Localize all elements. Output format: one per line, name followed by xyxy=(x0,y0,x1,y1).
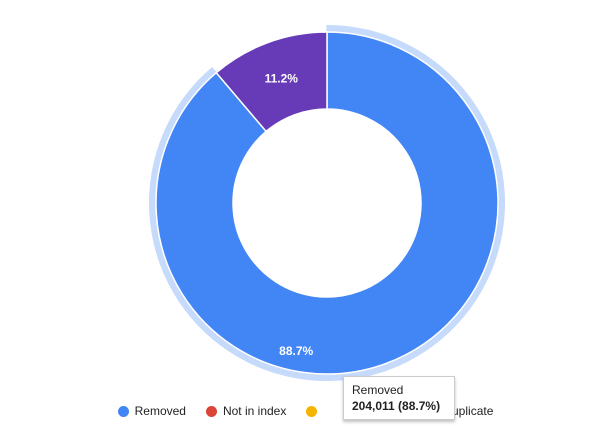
legend-item-hidden[interactable] xyxy=(306,402,406,420)
legend-item-not-in-index[interactable]: Not in index xyxy=(205,402,287,420)
tooltip-value: 204,011 (88.7%) xyxy=(352,399,441,413)
slice-duplicate[interactable] xyxy=(215,31,328,133)
slice-label-duplicate: 11.2% xyxy=(265,72,299,86)
chart-legend: Removed Not in index Duplicate xyxy=(0,402,611,420)
chart-tooltip: Removed 204,011 (88.7%) xyxy=(343,376,455,420)
slice-removed[interactable] xyxy=(155,31,499,375)
slice-label-removed: 88.7% xyxy=(279,344,313,358)
legend-label-removed: Removed xyxy=(134,404,186,418)
tooltip-title: Removed xyxy=(352,383,404,397)
legend-dot-hidden xyxy=(306,405,318,417)
legend-dot-removed xyxy=(117,405,129,417)
legend-label-not-in-index: Not in index xyxy=(222,404,287,418)
legend-label-duplicate: Duplicate xyxy=(443,404,494,418)
legend-item-removed[interactable]: Removed xyxy=(117,402,186,420)
legend-dot-not-in-index xyxy=(205,405,217,417)
